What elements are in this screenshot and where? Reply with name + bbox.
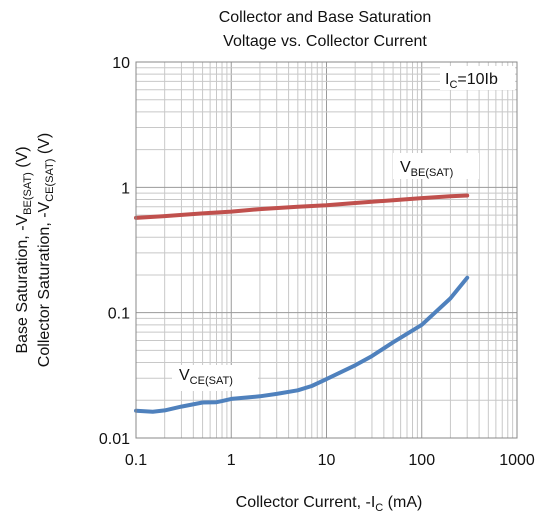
x-axis-label: Collector Current, -IC (mA) [236, 494, 423, 514]
x-tick-label: 10 [318, 452, 336, 469]
series-label-vbe-sub: BE(SAT) [411, 167, 454, 179]
y-tick-label: 0.01 [99, 431, 130, 448]
x-tick-label: 0.1 [125, 452, 147, 469]
series-label-vce-main: V [179, 367, 190, 384]
y-axis-label-2-sub: CE(SAT) [44, 159, 56, 202]
y-axis-label-line-2: Collector Saturation, -VCE(SAT) (V) [36, 133, 56, 367]
y-axis-label-2-main: Collector Saturation, -V [36, 201, 53, 367]
x-tick-label: 1 [227, 452, 236, 469]
y-axis-label-1-unit: (V) [14, 146, 31, 172]
series-label-vbe-main: V [400, 159, 411, 176]
annotation-rest: =10Ib [457, 71, 498, 88]
series-label-vce-sub: CE(SAT) [190, 375, 233, 387]
y-tick-labels: 0.01 0.1 1 10 [99, 55, 130, 448]
y-axis-label-1-sub: BE(SAT) [22, 172, 34, 215]
y-tick-label: 1 [121, 180, 130, 197]
x-tick-labels: 0.1 1 10 100 1000 [125, 452, 535, 469]
x-tick-label: 100 [408, 452, 435, 469]
x-tick-label: 1000 [499, 452, 535, 469]
annotation-sub: C [449, 79, 457, 91]
y-tick-label: 0.1 [108, 306, 130, 323]
chart-title-line-2: Voltage vs. Collector Current [223, 33, 427, 50]
x-axis-label-unit: (mA) [383, 494, 422, 511]
y-tick-label: 10 [112, 55, 130, 72]
x-axis-label-main: Collector Current, -I [236, 494, 376, 511]
x-axis-label-sub: C [375, 502, 383, 514]
y-axis-label-2-unit: (V) [36, 133, 53, 159]
y-axis-label-line-1: Base Saturation, -VBE(SAT) (V) [14, 146, 34, 353]
y-axis-label-1-main: Base Saturation, -V [14, 214, 31, 353]
chart-title-line-1: Collector and Base Saturation [219, 9, 432, 26]
